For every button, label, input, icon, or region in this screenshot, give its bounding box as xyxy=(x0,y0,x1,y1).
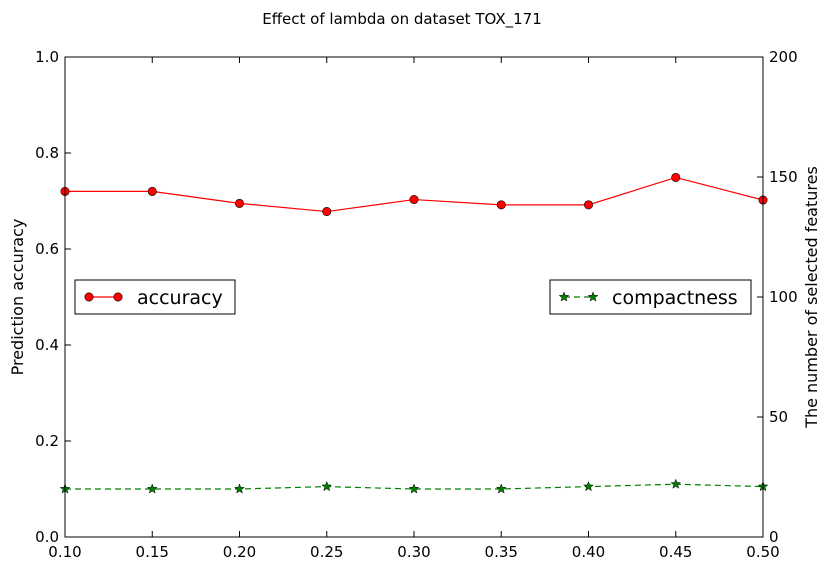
accuracy-point xyxy=(147,186,157,196)
y-tick-label-right: 200 xyxy=(769,48,798,66)
x-tick-label: 0.10 xyxy=(48,543,81,561)
chart-title: Effect of lambda on dataset TOX_171 xyxy=(262,10,542,29)
accuracy-point xyxy=(235,198,245,208)
compactness-point xyxy=(146,483,158,494)
x-tick-label: 0.45 xyxy=(659,543,692,561)
y-tick-label-left: 0.6 xyxy=(35,240,59,258)
y-tick-label-left: 0.4 xyxy=(35,336,59,354)
y-tick-label-left: 0.8 xyxy=(35,144,59,162)
legend-compactness-marker xyxy=(587,291,599,302)
y-tick-label-left: 0.2 xyxy=(35,432,59,450)
accuracy-point xyxy=(322,207,332,217)
compactness-point xyxy=(234,483,245,494)
y-axis-label-right: The number of selected features xyxy=(802,166,821,429)
legend-compactness-label: compactness xyxy=(612,287,738,309)
y-tick-label-right: 150 xyxy=(769,168,798,186)
y-tick-label-right: 50 xyxy=(769,408,788,426)
legend-accuracy-marker xyxy=(84,292,94,302)
accuracy-line xyxy=(65,176,764,213)
legend-compactness-box xyxy=(549,279,752,315)
x-tick-label: 0.15 xyxy=(136,543,169,561)
x-tick-label: 0.30 xyxy=(397,543,430,561)
x-tick-label: 0.50 xyxy=(746,543,779,561)
compactness-point xyxy=(583,480,594,492)
compactness-point xyxy=(495,483,507,494)
legend-accuracy-label: accuracy xyxy=(137,287,223,309)
accuracy-point xyxy=(409,195,419,205)
compactness-point xyxy=(408,483,420,494)
y-tick-label-right: 0 xyxy=(769,528,779,546)
y-tick-label-right: 100 xyxy=(769,288,798,306)
y-tick-label-left: 1.0 xyxy=(35,48,59,66)
legend-compactness: compactness xyxy=(549,279,752,315)
y-tick-label-left: 0.0 xyxy=(35,528,59,546)
compactness-line xyxy=(65,483,764,490)
y-axis-label-left: Prediction accuracy xyxy=(8,219,27,376)
x-tick-label: 0.25 xyxy=(310,543,343,561)
compactness-point xyxy=(670,478,682,489)
x-tick-label: 0.40 xyxy=(572,543,605,561)
x-tick-label: 0.35 xyxy=(485,543,518,561)
legend-compactness-marker xyxy=(558,291,570,302)
accuracy-point xyxy=(496,200,506,210)
legend-accuracy-marker xyxy=(113,292,123,302)
x-tick-label: 0.20 xyxy=(223,543,256,561)
accuracy-point xyxy=(583,200,593,210)
compactness-point xyxy=(321,480,333,492)
legend-accuracy: accuracy xyxy=(74,279,236,315)
accuracy-point xyxy=(671,172,681,182)
ticks-layer: 0.10 0.15 0.20 0.25 0.30 0.35 0.40 0.45 0.500.00… xyxy=(35,48,798,561)
series-layer xyxy=(59,172,769,494)
